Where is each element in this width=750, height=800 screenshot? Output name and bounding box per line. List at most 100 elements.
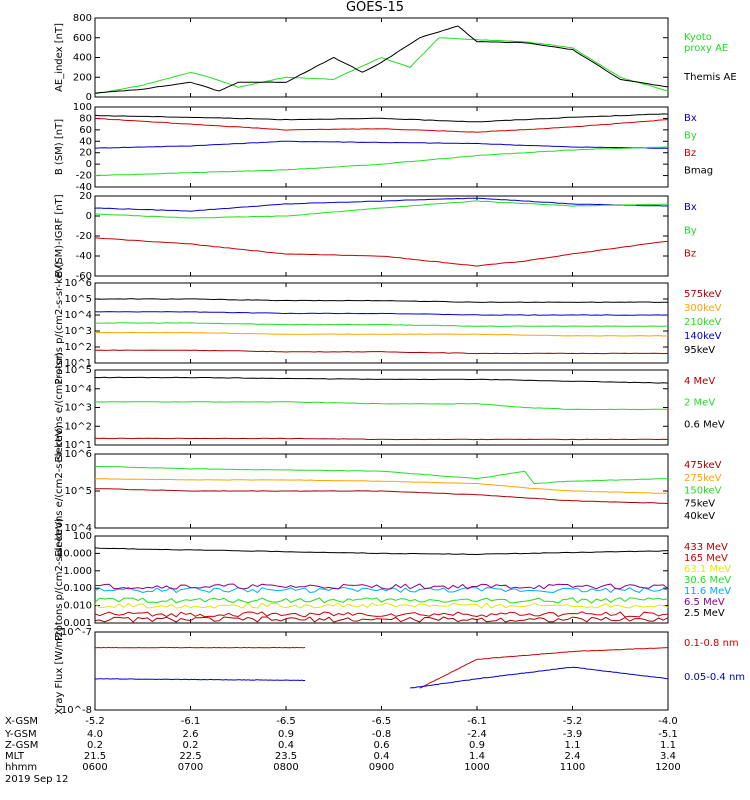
series-line-6-165-MeV-0 [94, 611, 669, 618]
y-tick-label-1-4: 40 [79, 136, 92, 147]
x-tick-label-hhmm-1: 0700 [178, 762, 203, 773]
y-tick-label-7-0: 10^-8 [61, 705, 92, 716]
y-tick-label-4-0: 10^1 [65, 440, 92, 451]
legend-7-0: 0.1-0.8 nm [684, 638, 739, 649]
y-tick-label-3-0: 10^1 [65, 358, 92, 369]
series-line-2-Bx-0 [94, 197, 669, 212]
legend-3-0: 575keV [684, 289, 722, 300]
x-tick-label-MLT-1: 22.5 [179, 751, 201, 762]
legend-6-2: 63.1 MeV [684, 564, 731, 575]
y-tick-label-1-2: 0 [86, 159, 92, 170]
panel-frame-7 [94, 631, 669, 711]
x-tick-label-Y-GSM-6: -5.1 [658, 729, 678, 740]
y-axis-label-2: B (SM)-IGRF [nT] [54, 194, 65, 277]
x-tick-label-Y-GSM-0: 4.0 [87, 729, 103, 740]
x-tick-label-X-GSM-6: -4.0 [658, 716, 678, 727]
x-tick-label-Z-GSM-6: 1.1 [660, 740, 676, 751]
x-tick-label-Y-GSM-3: -0.8 [372, 729, 392, 740]
x-tick-label-X-GSM-2: -6.5 [276, 716, 296, 727]
legend-1-2: Bz [684, 148, 696, 159]
x-tick-label-Z-GSM-4: 0.9 [469, 740, 485, 751]
legend-6-0: 433 MeV [684, 542, 728, 553]
series-line-6-433-MeV-0 [94, 616, 669, 623]
series-line-6-30-6-MeV-0 [94, 597, 669, 604]
y-tick-label-1-7: 100 [73, 102, 92, 113]
series-line-3-575keV-0 [94, 349, 669, 355]
y-axis-label-6: Protons p/(cm2-s-sr-keV) [54, 518, 65, 641]
y-tick-label-7-1: 10^-7 [61, 627, 92, 638]
y-tick-label-1-5: 60 [79, 125, 92, 136]
x-tick-label-Y-GSM-1: 2.6 [183, 729, 199, 740]
panel-frame-6 [94, 535, 669, 624]
y-axis-label-7: Xray Flux [W/m2] [54, 627, 65, 714]
x-tick-label-Y-GSM-4: -2.4 [467, 729, 487, 740]
series-line-3-140keV-0 [94, 311, 669, 316]
y-tick-label-2-4: 20 [79, 191, 92, 202]
y-tick-label-6-5: 100 [73, 531, 92, 542]
x-row-label-X-GSM: X-GSM [5, 716, 38, 727]
x-row-label-Z-GSM: Z-GSM [5, 740, 38, 751]
y-tick-label-0-1: 200 [73, 72, 92, 83]
y-tick-label-3-4: 10^5 [65, 294, 92, 305]
series-line-5-150keV-0 [94, 465, 668, 485]
y-tick-label-0-2: 400 [73, 53, 92, 64]
x-tick-label-hhmm-5: 1100 [560, 762, 585, 773]
plot-title: GOES-15 [345, 0, 404, 15]
x-tick-label-X-GSM-3: -6.5 [372, 716, 392, 727]
series-line-4-2-MeV-0 [94, 401, 668, 411]
legend-6-5: 6.5 MeV [684, 597, 725, 608]
y-axis-label-4: Electrons e/(cm2-s-sr) [54, 352, 65, 462]
x-tick-label-Z-GSM-1: 0.2 [183, 740, 199, 751]
y-tick-label-4-4: 10^5 [65, 365, 92, 376]
x-tick-label-hhmm-0: 0600 [82, 762, 107, 773]
date-label: 2019 Sep 12 [5, 774, 68, 785]
series-line-5-475keV-0 [95, 488, 669, 504]
legend-6-4: 11.6 MeV [684, 586, 731, 597]
legend-5-4: 40keV [684, 511, 715, 522]
legend-5-1: 275keV [684, 473, 722, 484]
legend-6-1: 165 MeV [684, 553, 728, 564]
x-tick-label-X-GSM-1: -6.1 [181, 716, 201, 727]
y-tick-label-5-1: 10^5 [65, 486, 92, 497]
y-tick-label-1-0: -40 [76, 182, 92, 193]
x-tick-label-hhmm-4: 1000 [464, 762, 489, 773]
legend-1-1: By [684, 131, 697, 142]
y-tick-label-2-0: -60 [76, 271, 92, 282]
x-tick-label-Y-GSM-2: 0.9 [278, 729, 294, 740]
y-tick-label-1-3: 20 [79, 148, 92, 159]
x-tick-label-hhmm-2: 0800 [273, 762, 298, 773]
x-row-label-MLT: MLT [5, 751, 25, 762]
legend-3-4: 95keV [684, 345, 715, 356]
series-line-6-2-5-MeV-0 [94, 547, 669, 556]
series-line-7-0-1-0-8-nm-1 [419, 646, 669, 689]
series-line-1-By-0 [94, 146, 669, 177]
x-tick-label-Z-GSM-5: 1.1 [565, 740, 581, 751]
legend-7-1: 0.05-0.4 nm [684, 672, 745, 683]
y-tick-label-4-2: 10^3 [65, 403, 92, 414]
x-tick-label-Z-GSM-3: 0.6 [374, 740, 390, 751]
y-tick-label-6-1: 0.010 [63, 601, 92, 612]
y-tick-label-3-2: 10^3 [65, 326, 92, 337]
series-line-3-300keV-0 [94, 331, 669, 337]
series-line-1-Bmag-0 [94, 113, 669, 123]
y-tick-label-0-4: 800 [73, 13, 92, 24]
y-tick-label-2-1: -40 [76, 251, 92, 262]
legend-5-2: 150keV [684, 486, 722, 497]
series-line-6-6-5-MeV-0 [94, 583, 669, 590]
y-tick-label-2-3: 0 [86, 211, 92, 222]
x-tick-label-MLT-2: 23.5 [275, 751, 297, 762]
y-axis-label-1: B (SM) [nT] [54, 119, 65, 175]
x-tick-label-MLT-4: 1.4 [469, 751, 485, 762]
series-line-7-0-05-0-4-nm-1 [410, 666, 669, 689]
legend-1-0: Bx [684, 113, 697, 124]
x-tick-label-hhmm-3: 0900 [369, 762, 394, 773]
y-axis-label-3: Protons p/(cm2-s-sr-keV) [54, 261, 65, 384]
series-line-4-0-6-MeV-0 [94, 376, 669, 384]
y-tick-label-0-3: 600 [73, 33, 92, 44]
series-line-1-Bx-0 [94, 140, 669, 149]
y-tick-label-3-1: 10^2 [65, 342, 92, 353]
legend-4-1: 2 MeV [684, 398, 715, 409]
x-tick-label-Z-GSM-0: 0.2 [87, 740, 103, 751]
legend-6-3: 30.6 MeV [684, 575, 731, 586]
